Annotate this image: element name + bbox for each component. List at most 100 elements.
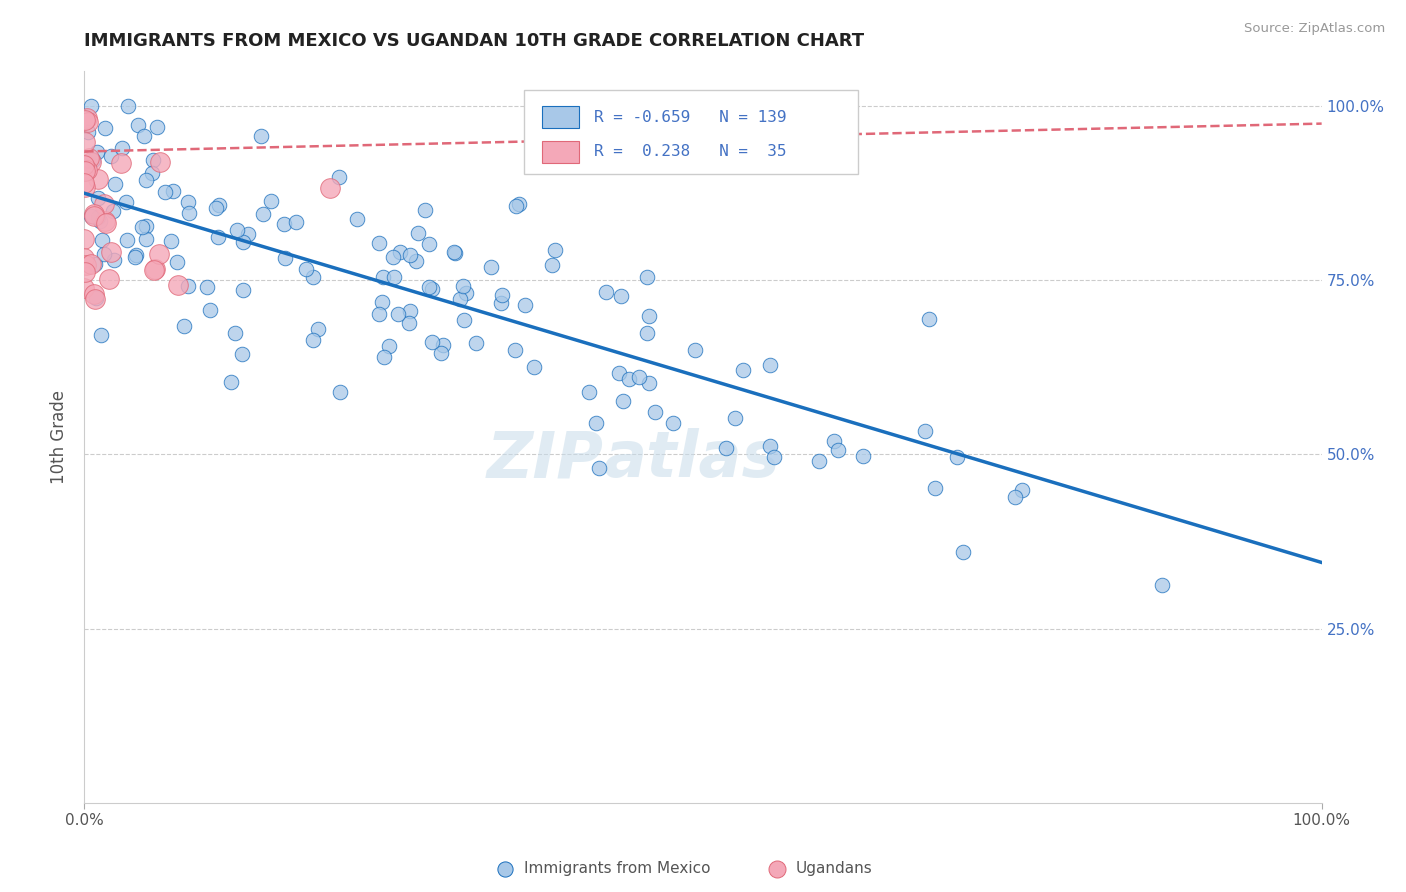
- Point: [766, 858, 789, 872]
- Point: [318, 180, 340, 194]
- Point: [83, 286, 105, 301]
- Point: [94, 213, 117, 227]
- Point: [200, 303, 222, 318]
- Point: [73, 158, 96, 172]
- Point: [76, 111, 98, 125]
- Point: [273, 217, 295, 231]
- Point: [585, 417, 607, 431]
- Point: [328, 169, 350, 184]
- Point: [523, 359, 546, 374]
- Point: [607, 366, 630, 380]
- Point: [464, 335, 486, 350]
- Point: [307, 321, 329, 335]
- Point: [1004, 490, 1026, 504]
- Point: [612, 394, 634, 409]
- Point: [418, 236, 440, 251]
- Point: [610, 288, 633, 302]
- Point: [449, 292, 471, 306]
- Point: [141, 166, 163, 180]
- Point: [637, 326, 659, 340]
- Point: [79, 99, 101, 113]
- Point: [231, 347, 253, 361]
- Text: IMMIGRANTS FROM MEXICO VS UGANDAN 10TH GRADE CORRELATION CHART: IMMIGRANTS FROM MEXICO VS UGANDAN 10TH G…: [84, 32, 865, 50]
- Point: [382, 270, 405, 285]
- Point: [371, 295, 394, 310]
- Point: [103, 177, 125, 191]
- Text: Ugandans: Ugandans: [796, 861, 873, 876]
- Point: [329, 384, 352, 399]
- Point: [367, 236, 389, 251]
- Point: [515, 298, 537, 312]
- Point: [638, 376, 661, 391]
- Point: [479, 260, 502, 275]
- Point: [683, 343, 706, 358]
- Point: [148, 247, 170, 261]
- Text: Source: ZipAtlas.com: Source: ZipAtlas.com: [1244, 22, 1385, 36]
- Point: [173, 318, 195, 333]
- Point: [763, 450, 786, 465]
- Point: [160, 234, 183, 248]
- Text: ZIP: ZIP: [486, 428, 605, 490]
- Point: [73, 176, 96, 190]
- Point: [73, 135, 96, 149]
- Text: R = -0.659   N = 139: R = -0.659 N = 139: [595, 110, 786, 125]
- Point: [75, 265, 97, 279]
- Point: [399, 248, 422, 262]
- Point: [505, 343, 527, 358]
- Point: [166, 255, 188, 269]
- Point: [167, 278, 190, 293]
- Point: [84, 291, 107, 305]
- Point: [111, 141, 134, 155]
- Point: [628, 370, 651, 384]
- Point: [208, 198, 231, 212]
- Point: [84, 292, 107, 306]
- Point: [73, 161, 96, 175]
- Point: [588, 460, 610, 475]
- Point: [135, 173, 157, 187]
- Point: [827, 443, 849, 458]
- Point: [917, 311, 939, 326]
- Point: [1011, 483, 1033, 498]
- Point: [807, 453, 830, 467]
- Point: [399, 304, 422, 318]
- Point: [714, 442, 737, 456]
- Point: [617, 372, 640, 386]
- Point: [432, 338, 454, 352]
- Point: [508, 197, 530, 211]
- Point: [759, 439, 782, 453]
- Point: [413, 203, 436, 218]
- Point: [131, 220, 153, 235]
- Point: [132, 129, 155, 144]
- Point: [83, 207, 105, 221]
- Point: [295, 262, 318, 277]
- Point: [135, 219, 157, 233]
- Point: [429, 346, 451, 360]
- Point: [378, 338, 401, 352]
- Point: [91, 233, 114, 247]
- Point: [724, 410, 747, 425]
- Point: [662, 417, 685, 431]
- Point: [93, 196, 115, 211]
- Point: [952, 545, 974, 559]
- Point: [80, 154, 103, 169]
- Point: [90, 328, 112, 343]
- Point: [420, 335, 443, 350]
- Point: [73, 180, 96, 194]
- Point: [505, 199, 527, 213]
- Point: [389, 245, 412, 260]
- Point: [177, 195, 200, 210]
- Point: [179, 206, 201, 220]
- Point: [381, 250, 404, 264]
- Point: [443, 245, 465, 260]
- Point: [373, 350, 395, 364]
- Point: [224, 326, 246, 340]
- Point: [73, 232, 96, 246]
- Point: [100, 149, 122, 163]
- Point: [149, 155, 172, 169]
- Point: [125, 248, 148, 262]
- Point: [823, 434, 845, 448]
- Point: [453, 312, 475, 326]
- Point: [759, 358, 782, 372]
- Point: [146, 120, 169, 135]
- Point: [86, 145, 108, 160]
